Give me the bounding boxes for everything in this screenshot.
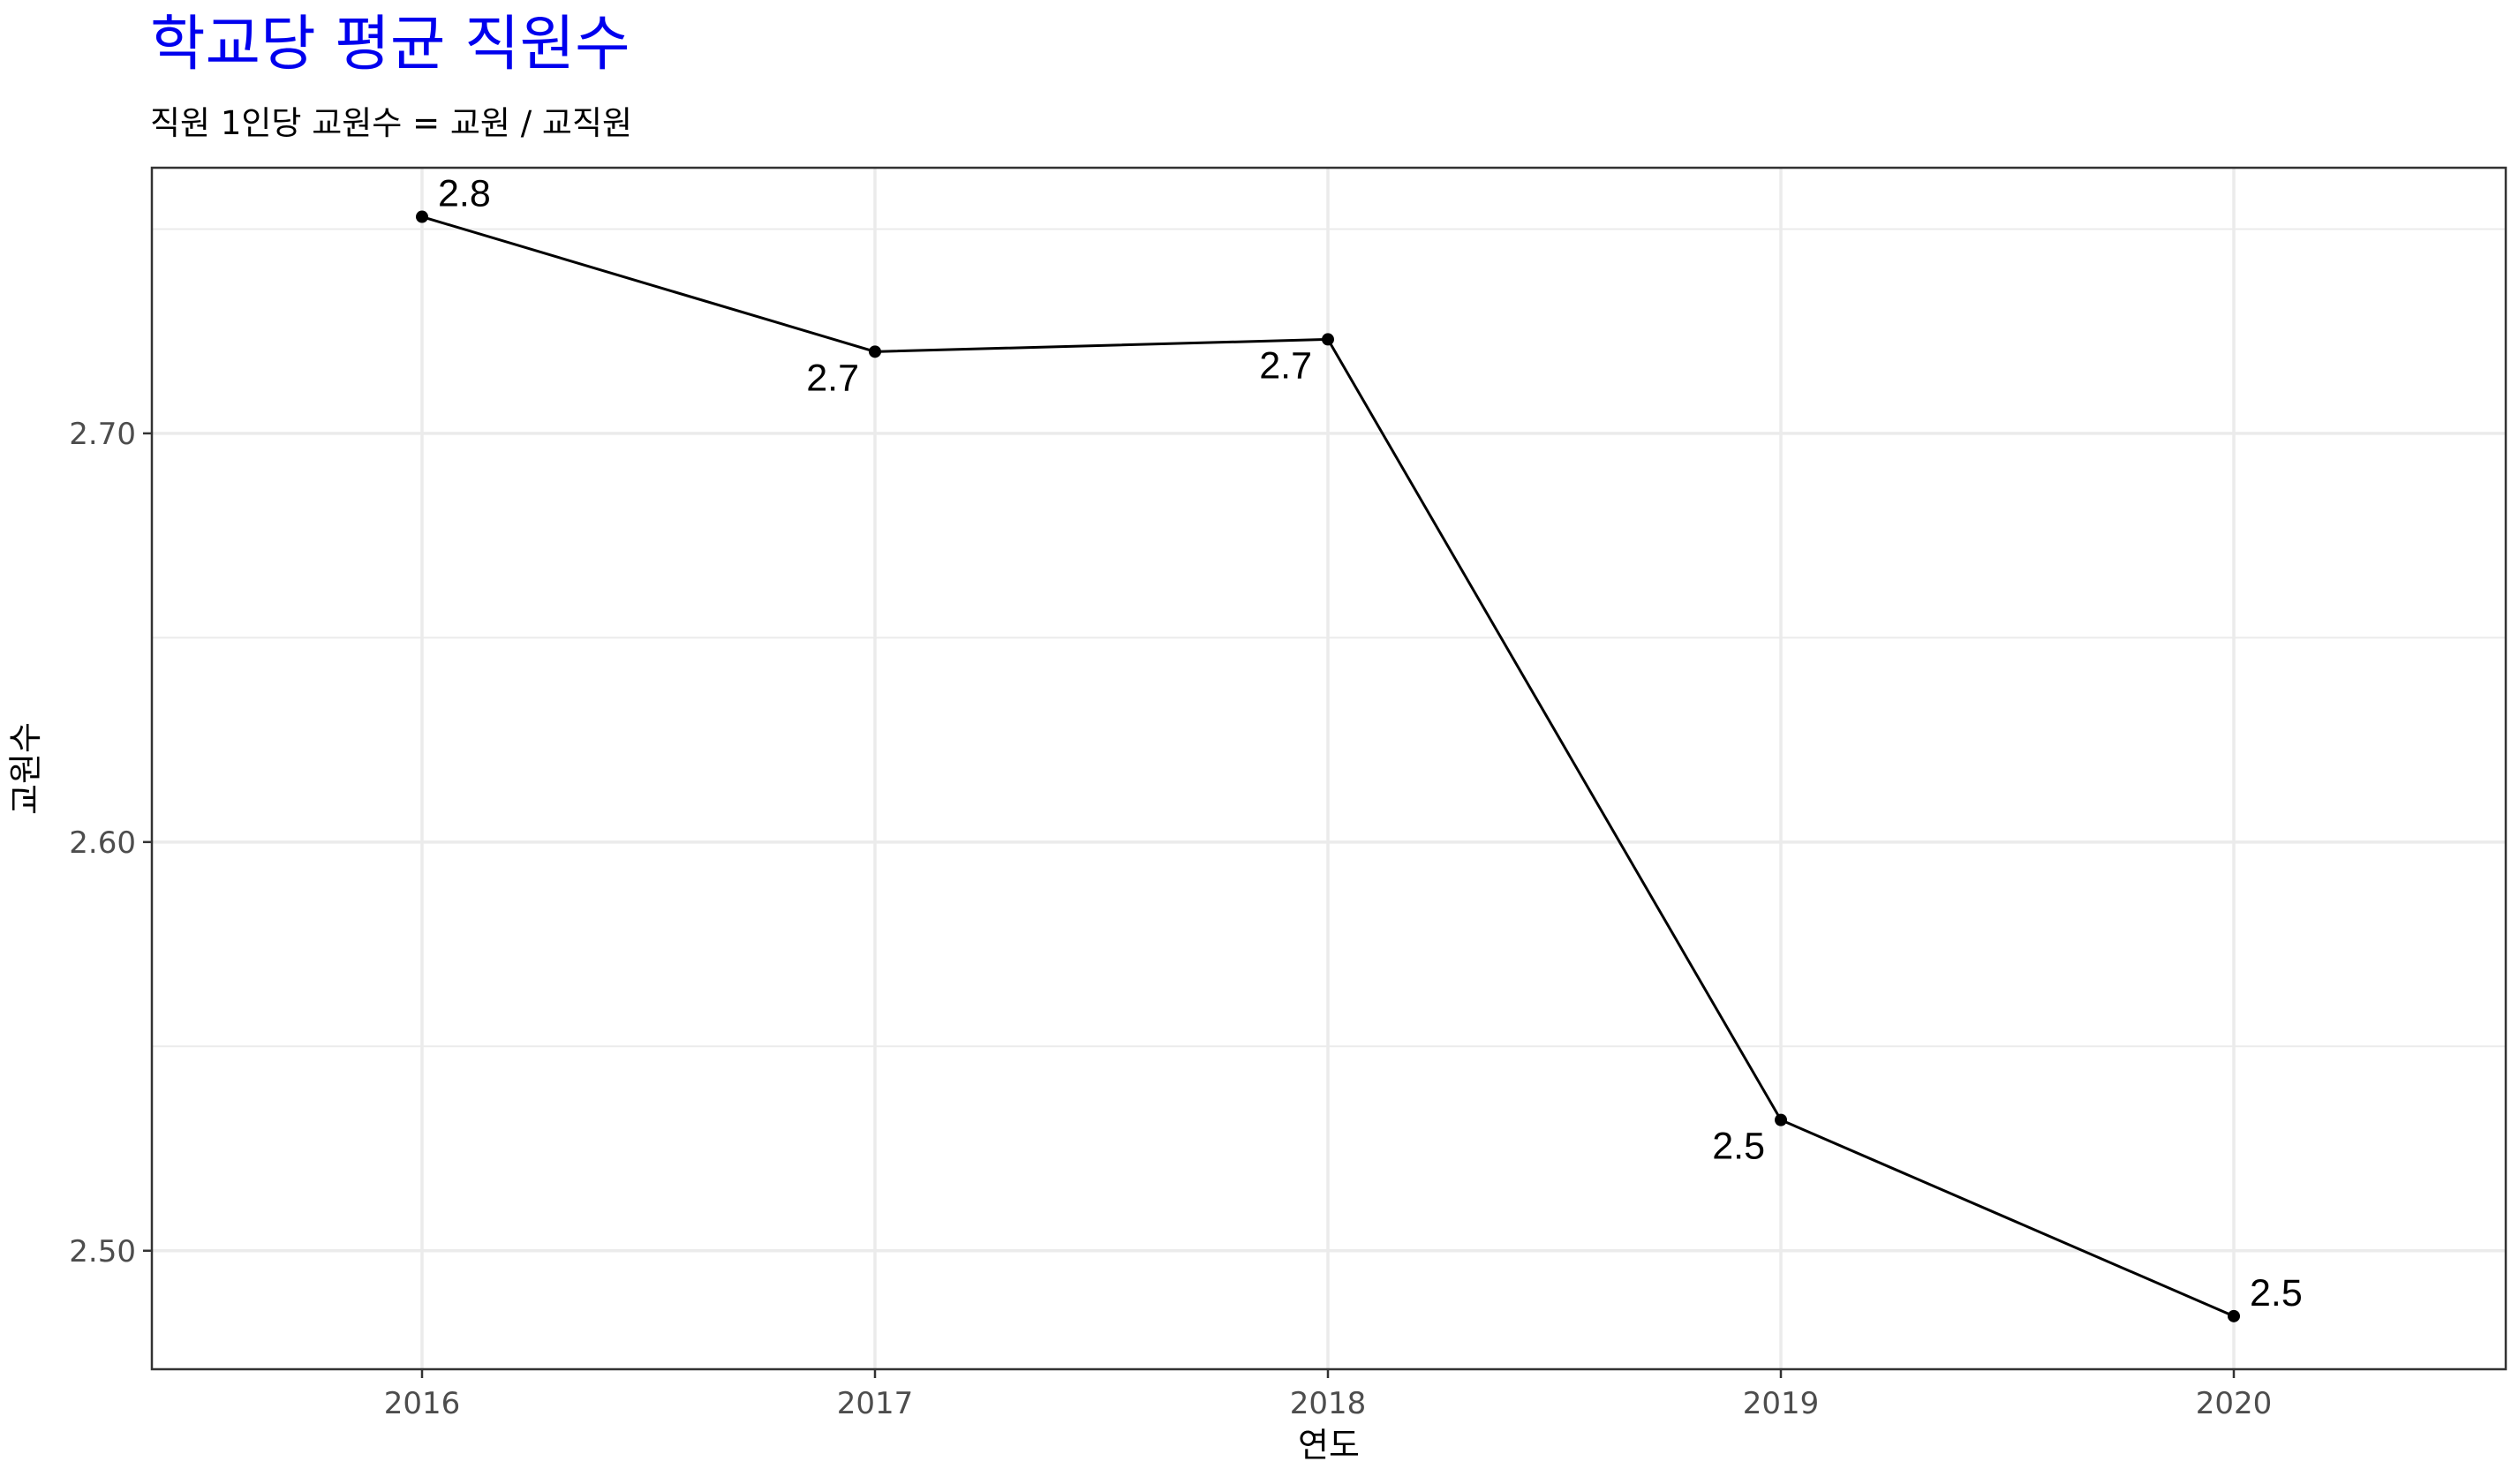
y-axis-title: 교원수 (6, 722, 45, 815)
y-tick-label: 2.70 (69, 417, 136, 452)
data-label: 2.8 (438, 173, 491, 215)
y-tick-label: 2.60 (69, 825, 136, 861)
data-labels: 2.8 2.7 2.7 2.5 2.5 (438, 173, 2303, 1315)
data-point (1775, 1113, 1787, 1126)
data-label: 2.7 (806, 357, 859, 399)
data-label: 2.7 (1259, 344, 1312, 387)
y-axis-ticks: 2.50 2.60 2.70 (69, 417, 152, 1269)
data-point (2228, 1309, 2240, 1322)
data-label: 2.5 (2250, 1272, 2303, 1315)
data-point (416, 210, 428, 223)
x-tick-label: 2019 (1743, 1386, 1820, 1421)
data-point (1322, 333, 1334, 346)
x-axis-ticks: 2016 2017 2018 2019 2020 (384, 1369, 2273, 1421)
data-label: 2.5 (1712, 1126, 1765, 1168)
x-tick-label: 2017 (837, 1386, 914, 1421)
y-tick-label: 2.50 (69, 1234, 136, 1269)
x-tick-label: 2018 (1290, 1386, 1367, 1421)
x-tick-label: 2020 (2196, 1386, 2273, 1421)
x-tick-label: 2016 (384, 1386, 461, 1421)
major-gridlines-x (420, 168, 2236, 1369)
chart-subtitle: 직원 1인당 교원수 = 교원 / 교직원 (150, 104, 633, 142)
x-axis-title: 연도 (1298, 1426, 1360, 1465)
data-point (869, 345, 881, 358)
chart-title: 학교당 평균 직원수 (150, 10, 630, 79)
data-points (416, 210, 2240, 1322)
